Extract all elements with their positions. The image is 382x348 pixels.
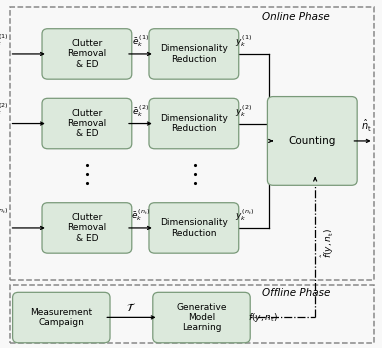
FancyBboxPatch shape xyxy=(153,292,250,343)
FancyBboxPatch shape xyxy=(267,97,357,185)
Bar xyxy=(10,285,374,343)
Text: Dimensionality
Reduction: Dimensionality Reduction xyxy=(160,114,228,133)
Text: Measurement
Campaign: Measurement Campaign xyxy=(30,308,92,327)
Text: $\hat{f}(\mathit{y}, n_\mathrm{t})$: $\hat{f}(\mathit{y}, n_\mathrm{t})$ xyxy=(320,229,337,259)
FancyBboxPatch shape xyxy=(42,29,132,79)
FancyBboxPatch shape xyxy=(13,292,110,343)
Text: Counting: Counting xyxy=(288,136,336,146)
Text: $\mathcal{T}$: $\mathcal{T}$ xyxy=(126,301,136,313)
Text: Online Phase: Online Phase xyxy=(262,12,329,22)
Text: $\mathit{y}_k^{\,(1)}$: $\mathit{y}_k^{\,(1)}$ xyxy=(235,33,253,49)
FancyBboxPatch shape xyxy=(42,203,132,253)
Text: Dimensionality
Reduction: Dimensionality Reduction xyxy=(160,218,228,238)
Text: $\bar{\mathit{e}}_k^{\,(2)}$: $\bar{\mathit{e}}_k^{\,(2)}$ xyxy=(132,103,149,119)
Text: Offline Phase: Offline Phase xyxy=(262,288,330,298)
Text: $\mathit{r}_k^{\,(1)}$: $\mathit{r}_k^{\,(1)}$ xyxy=(0,32,8,48)
FancyBboxPatch shape xyxy=(149,98,239,149)
Text: $f(\mathit{y}, n_\mathrm{t})$: $f(\mathit{y}, n_\mathrm{t})$ xyxy=(248,311,278,324)
FancyBboxPatch shape xyxy=(42,98,132,149)
Text: $\bar{\mathit{e}}_k^{\,(n_t)}$: $\bar{\mathit{e}}_k^{\,(n_t)}$ xyxy=(131,207,150,223)
Text: Clutter
Removal
& ED: Clutter Removal & ED xyxy=(67,213,107,243)
Text: Clutter
Removal
& ED: Clutter Removal & ED xyxy=(67,39,107,69)
Bar xyxy=(10,7,374,280)
FancyBboxPatch shape xyxy=(149,203,239,253)
Text: $\bar{\mathit{e}}_k^{\,(1)}$: $\bar{\mathit{e}}_k^{\,(1)}$ xyxy=(132,33,149,49)
Text: Dimensionality
Reduction: Dimensionality Reduction xyxy=(160,44,228,64)
Text: $\mathit{y}_k^{\,(n_t)}$: $\mathit{y}_k^{\,(n_t)}$ xyxy=(235,207,254,223)
Text: $\mathit{r}_k^{\,(2)}$: $\mathit{r}_k^{\,(2)}$ xyxy=(0,102,8,117)
Text: $\mathit{r}_k^{\,(n_t)}$: $\mathit{r}_k^{\,(n_t)}$ xyxy=(0,206,8,222)
FancyBboxPatch shape xyxy=(149,29,239,79)
Text: Generative
Model
Learning: Generative Model Learning xyxy=(176,303,227,332)
Text: Clutter
Removal
& ED: Clutter Removal & ED xyxy=(67,109,107,139)
Text: $\mathit{y}_k^{\,(2)}$: $\mathit{y}_k^{\,(2)}$ xyxy=(235,103,253,119)
Text: $\hat{n}_\mathrm{t}$: $\hat{n}_\mathrm{t}$ xyxy=(361,118,371,134)
